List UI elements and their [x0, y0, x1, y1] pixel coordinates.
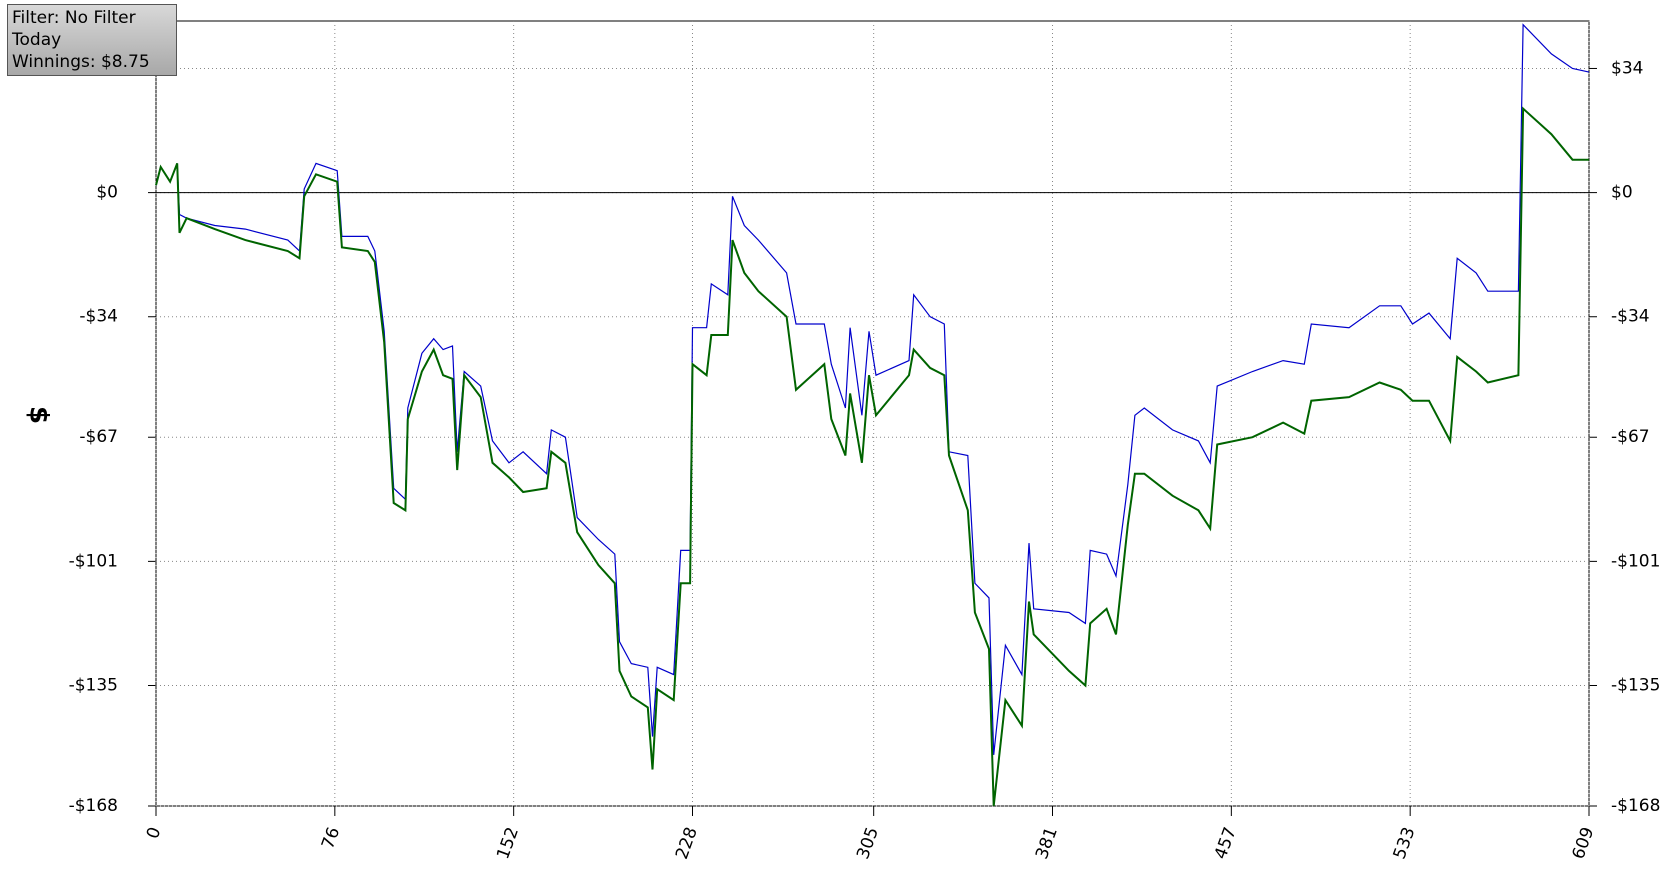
x-tick-label: 76: [318, 825, 344, 852]
series-line: [155, 106, 1589, 807]
y-axis-label: $: [24, 406, 54, 424]
x-tick-label: 228: [672, 825, 702, 862]
info-box: Filter: No Filter Today Winnings: $8.75: [7, 4, 177, 76]
y2-tick-label: -$34: [1611, 307, 1650, 327]
x-tick-label: 381: [1032, 825, 1062, 862]
y-tick-label: $0: [96, 183, 118, 203]
y2-tick-label: -$101: [1611, 551, 1660, 571]
info-line: Today: [12, 30, 62, 50]
info-line: Winnings: $8.75: [12, 52, 150, 72]
y-tick-label: -$135: [69, 676, 118, 696]
y2-tick-label: $34: [1611, 58, 1643, 78]
x-tick-label: 0: [143, 825, 165, 842]
y2-tick-label: $0: [1611, 183, 1633, 203]
x-tick-label: 305: [853, 825, 883, 862]
y2-tick-label: -$67: [1611, 427, 1650, 447]
y-tick-label: -$34: [79, 307, 118, 327]
x-tick-label: 152: [493, 825, 523, 862]
y2-tick-label: -$168: [1611, 796, 1660, 816]
x-tick-label: 609: [1569, 825, 1599, 862]
y-tick-label: -$101: [69, 551, 118, 571]
y-tick-label: -$168: [69, 796, 118, 816]
plot-frame: [155, 20, 1590, 807]
info-line: Filter: No Filter: [12, 8, 136, 28]
x-tick-label: 457: [1211, 825, 1241, 862]
y-tick-label: -$67: [79, 427, 118, 447]
y2-tick-label: -$135: [1611, 676, 1660, 696]
x-tick-label: 533: [1390, 825, 1420, 862]
